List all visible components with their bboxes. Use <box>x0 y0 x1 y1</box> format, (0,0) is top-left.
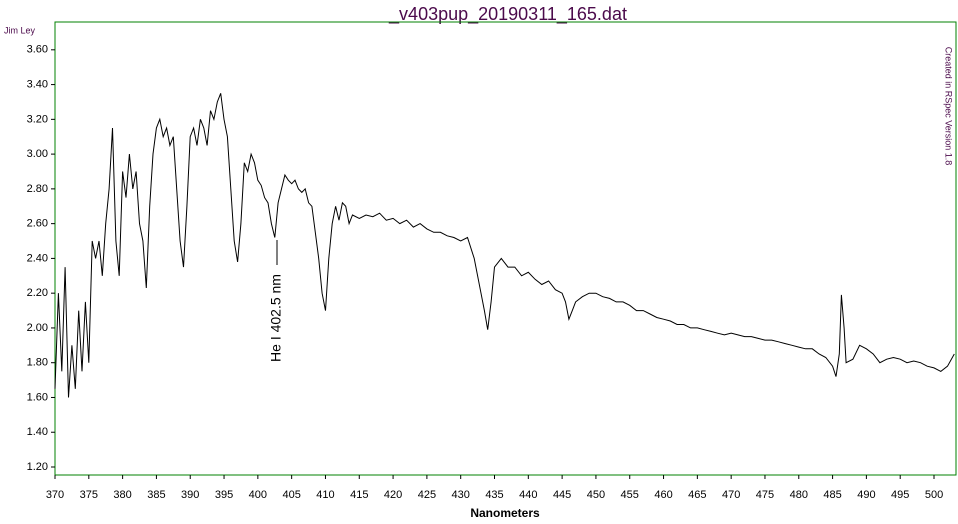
x-tick-label: 440 <box>519 489 537 501</box>
x-tick-label: 425 <box>418 489 436 501</box>
author: Jim Ley <box>4 25 36 35</box>
y-tick-label: 3.40 <box>27 78 48 90</box>
y-tick-label: 1.20 <box>27 461 48 473</box>
x-tick-label: 485 <box>823 489 841 501</box>
x-tick-label: 470 <box>722 489 740 501</box>
x-tick-label: 430 <box>452 489 470 501</box>
x-tick-label: 475 <box>756 489 774 501</box>
annotation: He I 402.5 nm <box>268 274 284 362</box>
y-tick-label: 2.40 <box>27 252 48 264</box>
credit: Created in RSpec Version 1.8 <box>944 47 954 166</box>
spectrum-line <box>54 93 955 398</box>
x-tick-label: 465 <box>688 489 706 501</box>
y-tick-label: 2.60 <box>27 218 48 230</box>
plot-frame <box>54 21 957 476</box>
x-tick-label: 495 <box>891 489 909 501</box>
x-tick-label: 380 <box>113 489 131 501</box>
x-tick-label: 390 <box>181 489 199 501</box>
chart-title: _v403pup_20190311_165.dat <box>388 4 627 25</box>
x-tick-label: 500 <box>925 489 943 501</box>
x-tick-label: 405 <box>282 489 300 501</box>
y-tick-label: 3.60 <box>27 44 48 56</box>
x-tick-label: 400 <box>249 489 267 501</box>
y-tick-label: 2.80 <box>27 183 48 195</box>
y-tick-label: 3.20 <box>27 113 48 125</box>
x-tick-label: 455 <box>621 489 639 501</box>
x-tick-label: 395 <box>215 489 233 501</box>
x-tick-label: 435 <box>485 489 503 501</box>
x-tick-label: 415 <box>350 489 368 501</box>
x-axis-label: Nanometers <box>470 506 540 520</box>
x-tick-label: 410 <box>316 489 334 501</box>
x-tick-label: 375 <box>80 489 98 501</box>
y-tick-label: 1.40 <box>27 426 48 438</box>
y-tick-label: 1.80 <box>27 357 48 369</box>
x-tick-label: 370 <box>46 489 64 501</box>
y-tick-label: 3.00 <box>27 148 48 160</box>
x-tick-label: 420 <box>384 489 402 501</box>
x-tick-label: 490 <box>857 489 875 501</box>
x-tick-label: 385 <box>147 489 165 501</box>
y-tick-label: 2.20 <box>27 287 48 299</box>
y-tick-label: 1.60 <box>27 391 48 403</box>
x-tick-label: 480 <box>790 489 808 501</box>
x-tick-label: 445 <box>553 489 571 501</box>
x-tick-label: 460 <box>654 489 672 501</box>
y-tick-label: 2.00 <box>27 322 48 334</box>
x-tick-label: 450 <box>587 489 605 501</box>
